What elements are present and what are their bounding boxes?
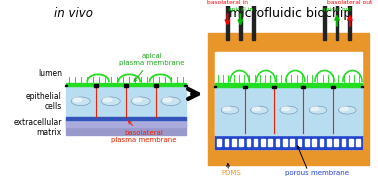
Bar	[336, 4, 338, 40]
Circle shape	[280, 106, 297, 114]
Circle shape	[223, 107, 231, 110]
Text: in vivo: in vivo	[54, 7, 93, 20]
Bar	[66, 120, 186, 127]
Text: apical
plasma membrane: apical plasma membrane	[119, 53, 185, 81]
Circle shape	[163, 98, 172, 102]
Circle shape	[161, 97, 180, 106]
Circle shape	[103, 98, 112, 102]
Text: basolateral
plasma membrane: basolateral plasma membrane	[111, 121, 177, 143]
Bar	[331, 85, 335, 88]
Circle shape	[131, 97, 150, 106]
Bar	[301, 85, 305, 88]
Bar	[124, 84, 127, 87]
Bar	[261, 139, 265, 146]
Text: basolateral in: basolateral in	[207, 0, 248, 5]
Bar	[327, 139, 331, 146]
Circle shape	[282, 107, 290, 110]
Circle shape	[101, 97, 120, 106]
Circle shape	[252, 107, 260, 110]
Bar	[215, 52, 362, 149]
Bar	[254, 139, 257, 146]
Bar	[66, 83, 186, 86]
Bar	[320, 139, 324, 146]
Bar	[243, 85, 246, 88]
Bar	[342, 139, 345, 146]
Bar	[349, 139, 353, 146]
Bar	[298, 139, 302, 146]
Bar	[276, 139, 279, 146]
Circle shape	[221, 106, 239, 114]
Bar	[65, 85, 67, 86]
Text: porous membrane: porous membrane	[285, 170, 349, 176]
Bar	[283, 139, 287, 146]
Bar	[356, 139, 360, 146]
Bar	[184, 85, 187, 86]
Bar	[239, 139, 243, 146]
Circle shape	[71, 97, 90, 106]
Bar	[290, 139, 294, 146]
Circle shape	[309, 106, 327, 114]
Text: apical in: apical in	[228, 7, 253, 12]
Text: extracellular
matrix: extracellular matrix	[14, 118, 62, 137]
Bar	[239, 4, 242, 40]
Bar	[225, 139, 228, 146]
Bar	[154, 84, 158, 87]
Bar	[323, 4, 325, 40]
Bar	[361, 86, 363, 87]
Bar	[217, 139, 221, 146]
Circle shape	[73, 98, 82, 102]
Bar	[66, 120, 186, 135]
Bar	[66, 117, 186, 120]
Bar	[232, 139, 235, 146]
Bar	[252, 4, 255, 40]
Text: lumen: lumen	[38, 69, 62, 78]
Circle shape	[251, 106, 268, 114]
Bar	[215, 87, 362, 135]
Text: apical out: apical out	[322, 7, 352, 12]
Circle shape	[338, 106, 356, 114]
Text: epithelial
cells: epithelial cells	[26, 92, 62, 111]
Bar	[335, 139, 338, 146]
Circle shape	[311, 107, 319, 110]
Text: PDMS: PDMS	[221, 170, 241, 176]
Text: basolateral out: basolateral out	[327, 0, 373, 5]
Bar	[215, 135, 362, 149]
Circle shape	[133, 98, 142, 102]
Bar	[94, 84, 98, 87]
Bar	[268, 139, 272, 146]
Bar	[305, 139, 309, 146]
Bar	[246, 139, 250, 146]
Bar	[66, 86, 186, 120]
Bar	[215, 83, 362, 87]
Text: microfluidic biochip: microfluidic biochip	[229, 7, 352, 20]
Bar	[208, 33, 369, 165]
Bar	[272, 85, 276, 88]
Bar	[226, 4, 229, 40]
Bar	[214, 86, 217, 87]
Circle shape	[340, 107, 348, 110]
Bar	[349, 4, 351, 40]
Bar	[313, 139, 316, 146]
